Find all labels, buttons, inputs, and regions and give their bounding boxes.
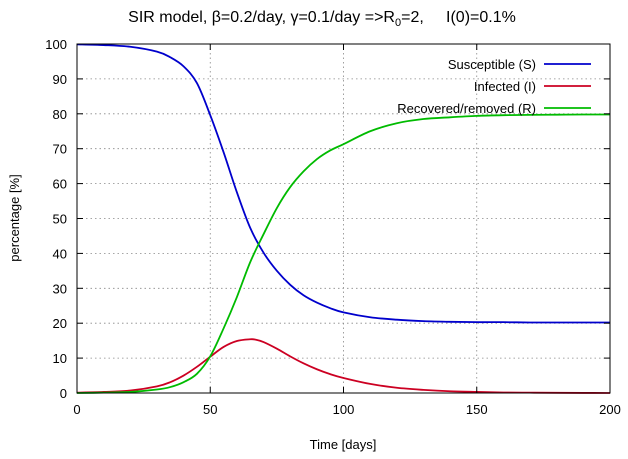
legend: Susceptible (S) Infected (I) Recovered/rem… — [397, 57, 591, 116]
axis-ticks: 0 50 100 150 200 0 10 20 30 40 50 60 70 80 90 100 — [45, 37, 621, 417]
y-tick-label: 20 — [53, 316, 67, 331]
legend-label-1: Infected (I) — [474, 79, 536, 94]
series-line-1 — [76, 338, 611, 394]
legend-label-0: Susceptible (S) — [448, 57, 536, 72]
series-layer — [76, 43, 611, 394]
y-tick-label: 10 — [53, 351, 67, 366]
chart-title-subscript: 0 — [395, 17, 401, 29]
x-axis-label: Time [days] — [310, 437, 377, 452]
y-tick-label: 100 — [45, 37, 67, 52]
y-tick-label: 50 — [53, 212, 67, 227]
y-tick-label: 30 — [53, 281, 67, 296]
y-tick-label: 60 — [53, 177, 67, 192]
x-tick-label: 50 — [203, 402, 217, 417]
y-tick-label: 40 — [53, 246, 67, 261]
chart-title: SIR model, β=0.2/day, γ=0.1/day =>R0=2, … — [128, 9, 516, 29]
series-line-2 — [76, 113, 611, 394]
y-axis-label: percentage [%] — [7, 174, 22, 261]
y-tick-label: 80 — [53, 107, 67, 122]
x-tick-label: 150 — [466, 402, 488, 417]
grid-lines — [77, 44, 610, 393]
y-tick-label: 90 — [53, 72, 67, 87]
x-tick-label: 200 — [599, 402, 621, 417]
chart-title-tail: =2, I(0)=0.1% — [401, 9, 516, 26]
legend-label-2: Recovered/removed (R) — [397, 101, 536, 116]
x-tick-label: 0 — [73, 402, 80, 417]
series-line-0 — [76, 43, 610, 324]
y-tick-label: 70 — [53, 142, 67, 157]
x-tick-label: 100 — [333, 402, 355, 417]
chart-title-main: SIR model, β=0.2/day, γ=0.1/day =>R — [128, 9, 395, 26]
y-tick-label: 0 — [60, 386, 67, 401]
